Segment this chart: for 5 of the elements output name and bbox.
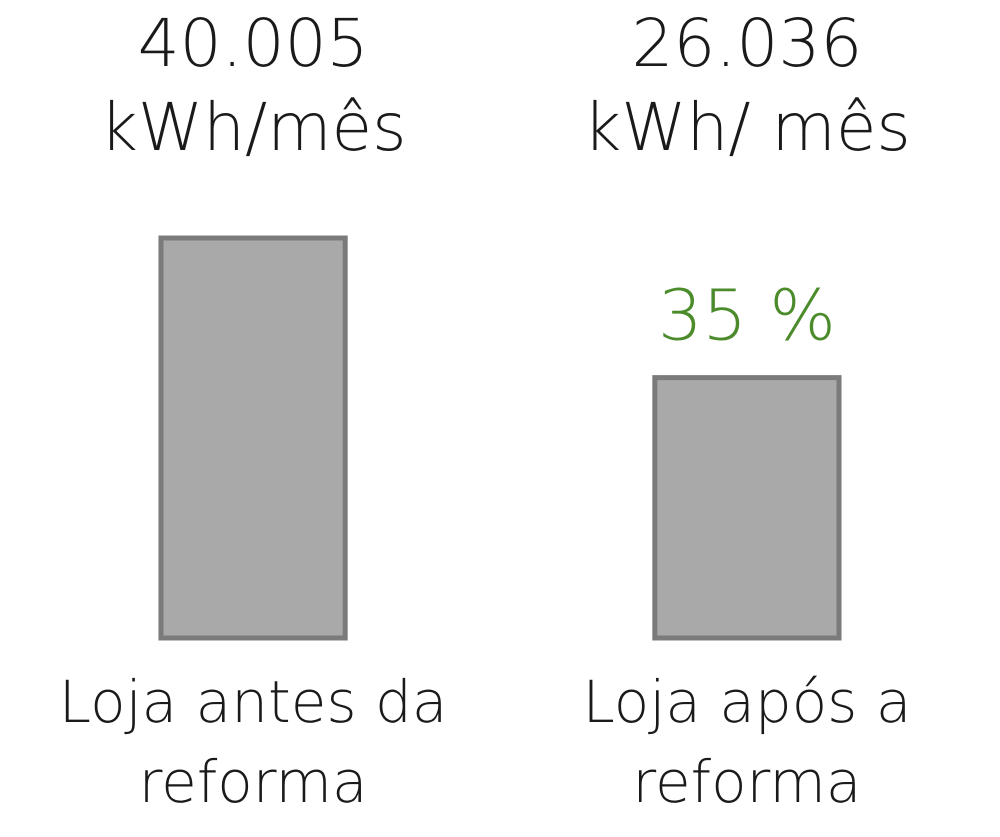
annotation: 35 % — [658, 274, 836, 357]
x-tick-label: Loja antes da reforma — [58, 668, 448, 816]
x-tick-label: Loja após a reforma — [582, 668, 912, 816]
data-label: 26.036 kWh/ mês — [583, 5, 911, 166]
data-label: 40.005 kWh/mês — [100, 5, 407, 166]
